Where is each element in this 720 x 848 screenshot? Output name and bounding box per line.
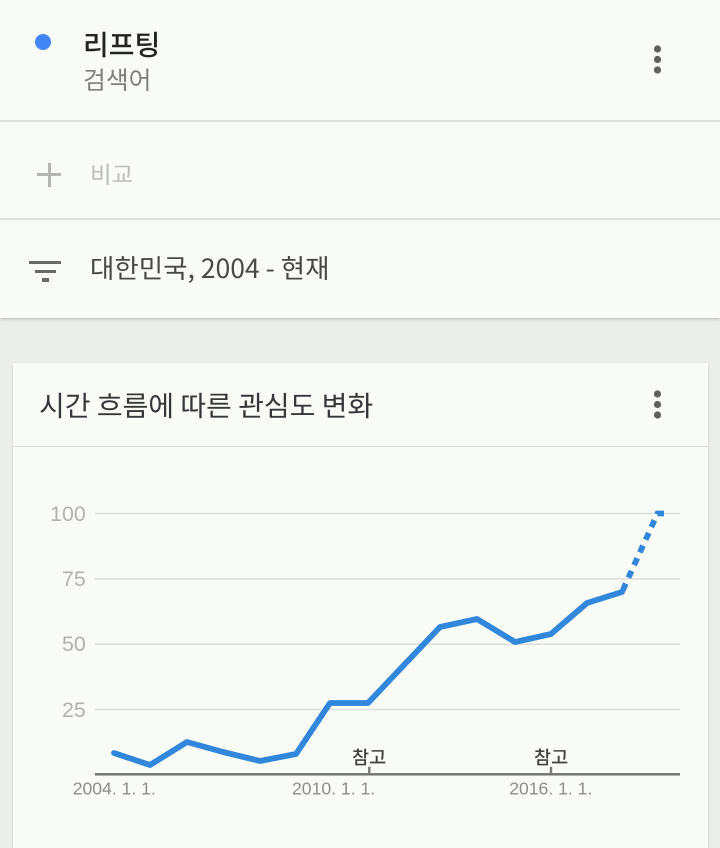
svg-text:2004. 1. 1.: 2004. 1. 1. <box>73 778 156 798</box>
svg-text:2016. 1. 1.: 2016. 1. 1. <box>509 778 592 798</box>
svg-text:100: 100 <box>50 502 86 526</box>
svg-text:2010. 1. 1.: 2010. 1. 1. <box>292 778 375 798</box>
svg-text:50: 50 <box>62 632 86 656</box>
svg-text:25: 25 <box>62 698 86 722</box>
svg-text:75: 75 <box>62 567 86 591</box>
